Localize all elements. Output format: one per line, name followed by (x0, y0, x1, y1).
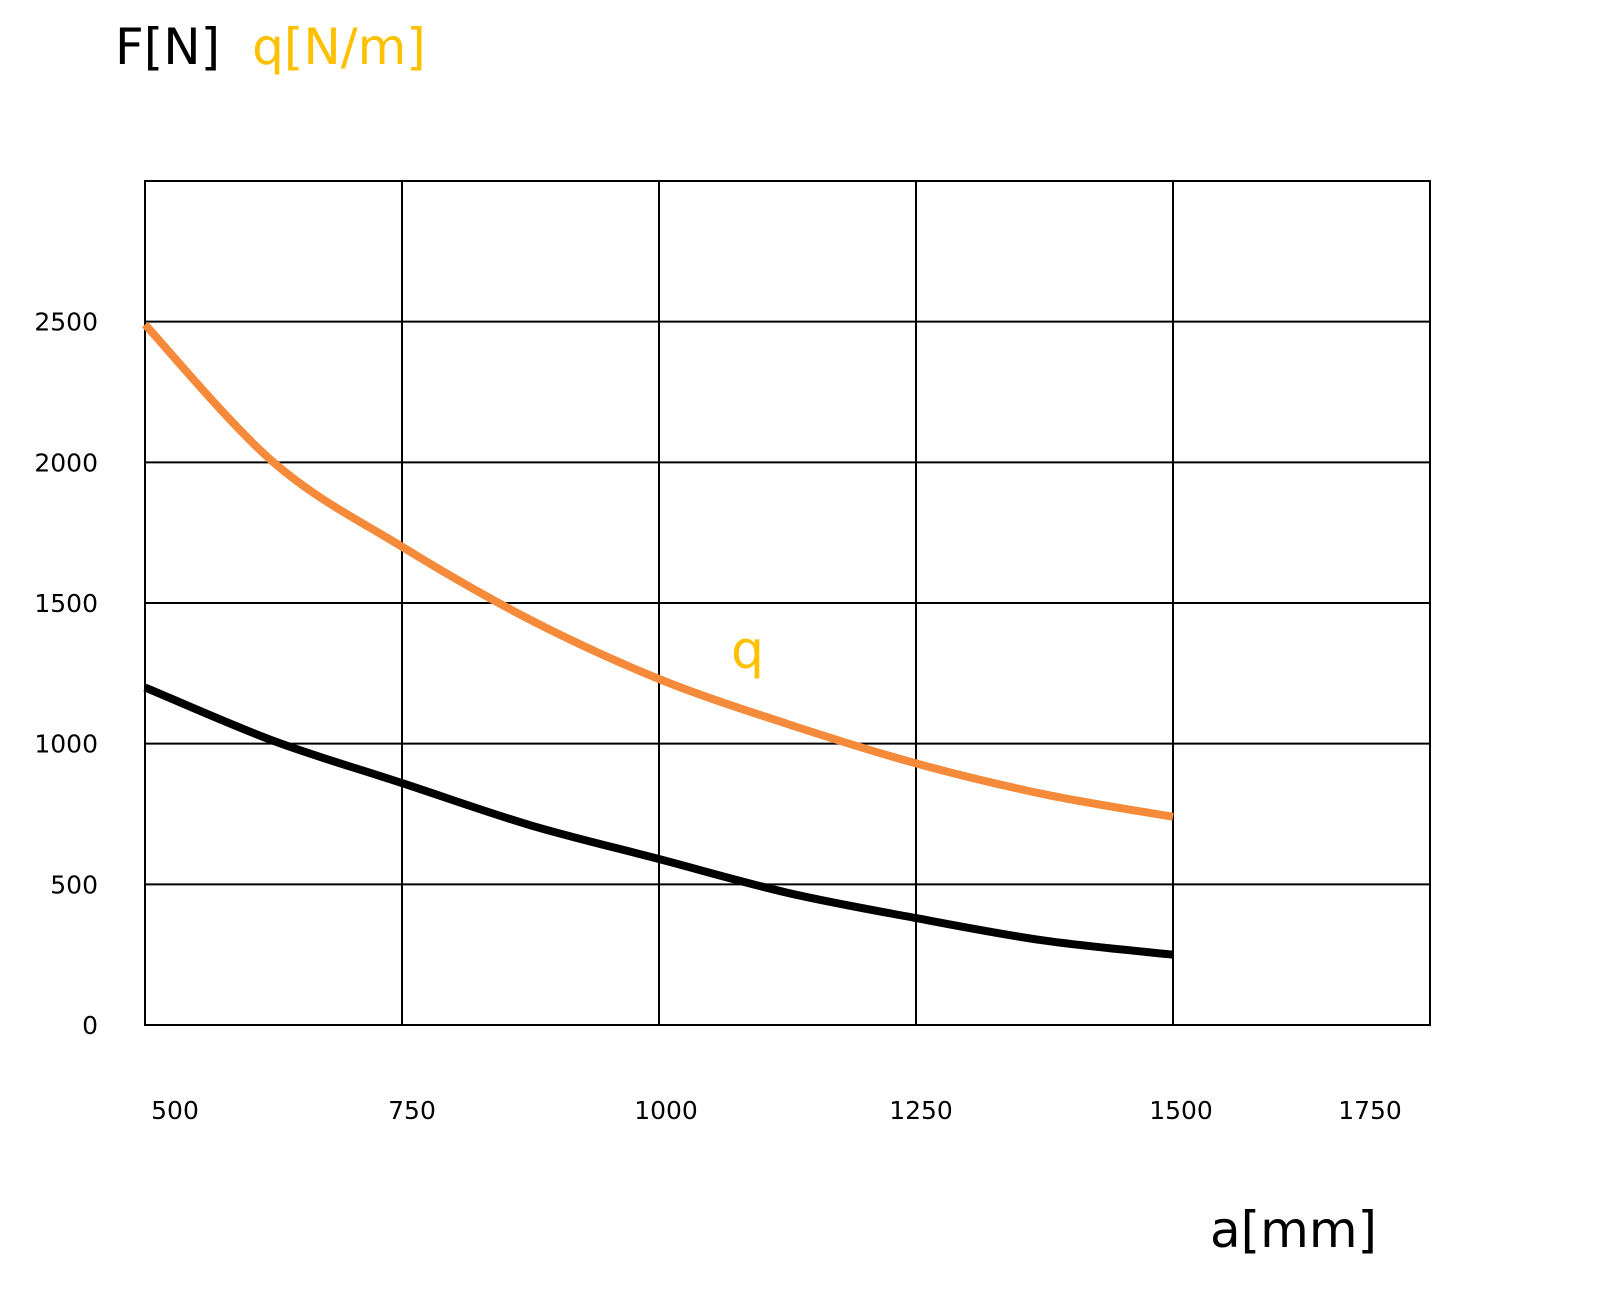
x-axis-ticks: 500 750 1000 1250 1500 1750 (151, 1096, 1402, 1125)
y-tick-label-0: 0 (82, 1011, 98, 1040)
y-axis-ticks: 0 500 1000 1500 2000 2500 (34, 308, 98, 1040)
x-tick-label-1750: 1750 (1338, 1096, 1402, 1125)
y-tick-label-1500: 1500 (34, 589, 98, 618)
chart-title: F[N] q[N/m] (115, 18, 426, 76)
title-load-unit: q[N/m] (252, 18, 426, 76)
x-axis-label: a[mm] (1210, 1201, 1377, 1259)
y-tick-label-2500: 2500 (34, 308, 98, 337)
y-tick-label-500: 500 (50, 870, 98, 899)
x-tick-label-1500: 1500 (1149, 1096, 1213, 1125)
series-line-q (142, 321, 1174, 821)
grid-lines (145, 181, 1430, 1025)
svg-text:F[N] q[N/m]: F[N] q[N/m] (115, 18, 426, 76)
x-tick-label-750: 750 (388, 1096, 436, 1125)
y-tick-label-2000: 2000 (34, 448, 98, 477)
x-tick-label-500: 500 (151, 1096, 199, 1125)
x-tick-label-1000: 1000 (634, 1096, 698, 1125)
x-tick-label-1250: 1250 (889, 1096, 953, 1125)
series-label-q: q (731, 621, 764, 681)
series-line-F (143, 683, 1174, 959)
series-lines (142, 321, 1174, 959)
y-tick-label-1000: 1000 (34, 730, 98, 759)
title-force-unit: F[N] (115, 18, 220, 76)
